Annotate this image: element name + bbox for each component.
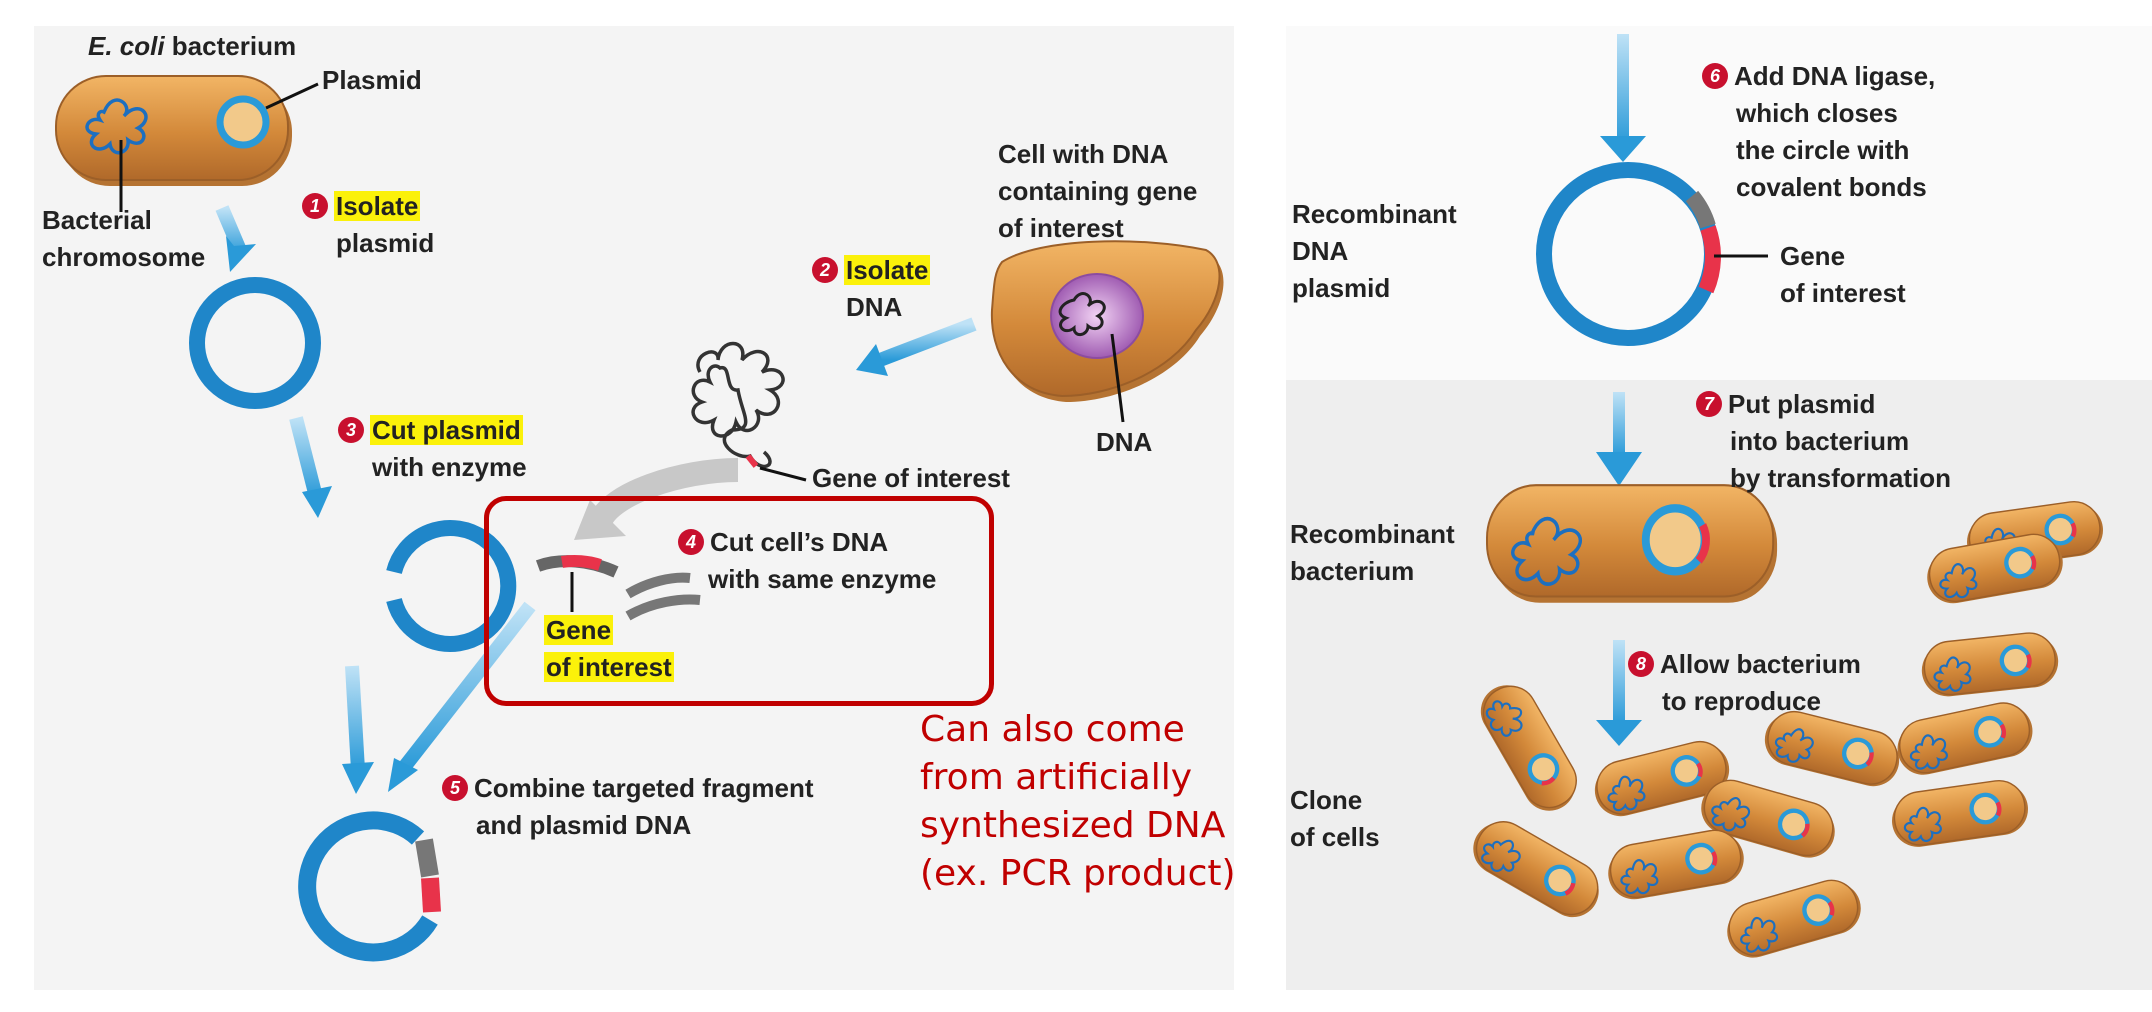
arrow-head	[1600, 136, 1646, 162]
step2-label: 2 Isolate DNA	[812, 252, 931, 326]
dna-pointer	[1110, 333, 1125, 423]
arrow-step5b	[396, 601, 536, 775]
arrow-head	[388, 758, 418, 792]
arrow-head	[1596, 452, 1642, 486]
plasmid-label: Plasmid	[322, 65, 422, 95]
arrow-head	[342, 762, 374, 794]
step7-badge: 7	[1696, 391, 1722, 417]
cell-with-dna-label: Cell with DNA containing gene of interest	[998, 139, 1198, 243]
arrow-step2	[877, 317, 977, 367]
dna-cell	[990, 240, 1224, 402]
plasmid-pointer	[265, 82, 319, 110]
gray-arrow	[588, 458, 739, 528]
recombinant-plasmid-label: Recombinant DNA plasmid	[1292, 199, 1457, 303]
recombinant-bacterium	[1486, 484, 1778, 603]
bacterial-chromosome-label: Bacterial chromosome	[42, 205, 206, 272]
arrow-head	[302, 486, 332, 518]
step1-badge: 1	[302, 193, 328, 219]
gene-of-interest-label: Gene of interest	[812, 463, 1010, 493]
step8-badge: 8	[1628, 651, 1654, 677]
dna-gene-mark	[745, 454, 759, 468]
combined-fragment-end	[415, 838, 439, 878]
isolated-dna	[691, 341, 785, 469]
gray-arrow-head	[574, 500, 626, 540]
step8-label: 8 Allow bacterium to reproduce	[1628, 646, 1861, 720]
recombinant-bacterium-label: Recombinant bacterium	[1290, 519, 1455, 586]
dna-fragment	[625, 594, 701, 621]
arrow-step5a	[345, 665, 365, 771]
ecoli-label: E. coli bacterium	[88, 31, 297, 61]
step2-badge: 2	[812, 257, 838, 283]
step4-highlight-box	[484, 496, 994, 706]
step4-label: 4 Cut cell’s DNA with same enzyme	[678, 524, 936, 598]
step5-badge: 5	[442, 775, 468, 801]
step3-badge: 3	[338, 417, 364, 443]
clone-of-cells-label: Clone of cells	[1290, 785, 1380, 852]
plasmid-fragment	[1685, 190, 1716, 229]
step6-badge: 6	[1702, 63, 1728, 89]
ecoli-bacterium	[55, 75, 292, 186]
step5-label: 5 Combine targeted fragment and plasmid D…	[442, 770, 814, 844]
plasmid-gene	[1698, 225, 1721, 294]
combined-plasmid	[298, 811, 438, 962]
dna-label: DNA	[1096, 427, 1153, 457]
gene-of-interest-highlight: Gene of interest	[544, 615, 674, 682]
isolated-plasmid	[189, 277, 321, 409]
combined-gene	[421, 877, 441, 913]
artificial-dna-note: Can also come from artificially synthesize…	[920, 709, 1236, 894]
arrow-head	[856, 344, 888, 376]
step4-badge: 4	[678, 529, 704, 555]
arrow-head	[226, 236, 256, 272]
step1-label: 1 Isolate plasmid	[302, 188, 434, 262]
step3-label: 3 Cut plasmid with enzyme	[338, 412, 527, 486]
gene-pointer	[759, 466, 807, 482]
gene-label-right: Gene of interest	[1780, 241, 1906, 308]
gene-fragment	[561, 555, 602, 571]
dna-fragment	[625, 572, 691, 599]
arrow-step8	[1613, 640, 1625, 724]
arrow-step6	[1617, 34, 1629, 144]
cut-plasmid	[386, 520, 517, 652]
arrow-step7	[1613, 392, 1625, 456]
arrow-head	[1596, 720, 1642, 746]
left-panel	[34, 26, 1234, 990]
step6-label: 6 Add DNA ligase, which closes the circle…	[1702, 58, 1935, 206]
recombinant-plasmid	[1536, 162, 1720, 346]
step7-label: 7 Put plasmid into bacterium by transform…	[1696, 386, 1951, 497]
arrow-step3	[289, 416, 323, 499]
